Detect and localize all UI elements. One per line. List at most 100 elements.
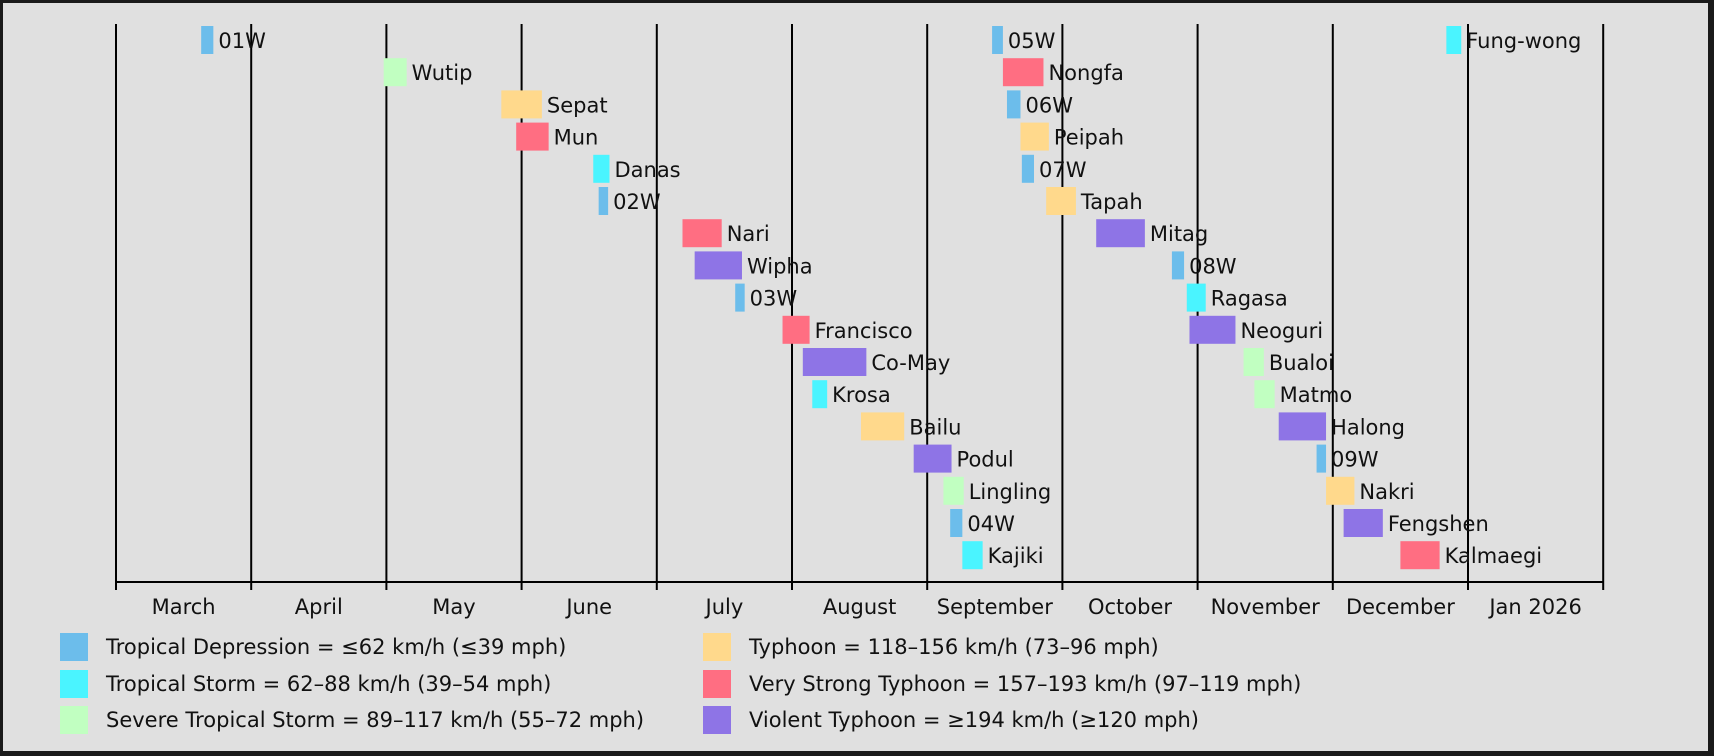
- legend-item-sts: Severe Tropical Storm = 89–117 km/h (55–…: [60, 706, 644, 734]
- storm-label: Mun: [554, 126, 599, 150]
- legend-item-vity: Violent Typhoon = ≥194 km/h (≥120 mph): [703, 706, 1199, 734]
- storm-bar: [1020, 122, 1049, 151]
- storm-bar: [598, 187, 609, 215]
- storm-label: Ragasa: [1211, 287, 1288, 311]
- storm-bar: [782, 315, 810, 344]
- storm-bar: [1021, 154, 1035, 183]
- storm-bar: [992, 26, 1003, 54]
- storm-label: Tapah: [1080, 190, 1143, 214]
- month-label: July: [704, 595, 744, 619]
- storm-bar: [1254, 380, 1275, 409]
- month-label: October: [1088, 595, 1172, 619]
- storm-bar: [682, 219, 722, 248]
- storm-label: Matmo: [1280, 383, 1353, 407]
- storm-bar: [1343, 509, 1383, 537]
- storm-label: Peipah: [1054, 126, 1124, 150]
- storm-label: Krosa: [832, 383, 891, 407]
- legend-label-ts: Tropical Storm = 62–88 km/h (39–54 mph): [106, 672, 552, 696]
- legend-label-ty: Typhoon = 118–156 km/h (73–96 mph): [749, 635, 1159, 659]
- legend-item-ts: Tropical Storm = 62–88 km/h (39–54 mph): [60, 670, 551, 698]
- legend-swatch-vity: [703, 706, 731, 734]
- legend-swatch-td: [60, 633, 88, 661]
- storm-bar: [1186, 283, 1206, 312]
- storm-labels: 01W Wutip Sepat Mun Danas 02W Nari Wipha 03W Fran…: [218, 29, 1581, 568]
- storm-bar: [1400, 541, 1440, 570]
- legend-swatch-ty: [703, 633, 731, 661]
- storm-bar: [812, 380, 828, 409]
- storm-label: 09W: [1331, 448, 1379, 472]
- month-gridlines: [115, 24, 1605, 590]
- storm-bar: [1189, 315, 1236, 344]
- storm-label: Co-May: [871, 351, 950, 375]
- storm-label: Bualoi: [1269, 351, 1334, 375]
- storm-label: 06W: [1025, 93, 1073, 117]
- storm-label: 02W: [613, 190, 661, 214]
- legend-item-td: Tropical Depression = ≤62 km/h (≤39 mph): [60, 633, 566, 661]
- month-label: June: [564, 595, 612, 619]
- legend-item-vsty: Very Strong Typhoon = 157–193 km/h (97–1…: [703, 670, 1301, 698]
- month-label: March: [152, 595, 216, 619]
- storm-label: Sepat: [547, 93, 608, 117]
- storm-bar: [201, 26, 214, 54]
- legend-swatch-sts: [60, 706, 88, 734]
- storm-bar: [950, 509, 963, 537]
- storm-label: Danas: [614, 158, 680, 182]
- storm-label: Francisco: [815, 319, 913, 343]
- storm-bar: [962, 541, 983, 570]
- storm-bar: [1326, 476, 1355, 505]
- storm-label: Kajiki: [988, 544, 1044, 568]
- storm-label: 07W: [1039, 158, 1087, 182]
- storm-label: 04W: [967, 512, 1015, 536]
- storm-label: 05W: [1008, 29, 1056, 53]
- storm-bar: [1446, 26, 1462, 54]
- month-label: November: [1211, 595, 1321, 619]
- storm-label: Fengshen: [1388, 512, 1489, 536]
- storm-label: Kalmaegi: [1445, 544, 1543, 568]
- storm-label: Nongfa: [1048, 61, 1123, 85]
- legend-label-vsty: Very Strong Typhoon = 157–193 km/h (97–1…: [749, 672, 1302, 696]
- legend-label-td: Tropical Depression = ≤62 km/h (≤39 mph): [106, 635, 567, 659]
- storm-label: Mitag: [1150, 222, 1208, 246]
- storm-bar: [593, 154, 610, 183]
- storm-label: Nari: [727, 222, 770, 246]
- storm-label: Nakri: [1359, 480, 1414, 504]
- storm-bar: [943, 476, 964, 505]
- storm-bar: [383, 58, 407, 87]
- storm-bar: [1278, 412, 1327, 441]
- legend-swatch-ts: [60, 670, 88, 698]
- storm-label: 03W: [750, 287, 798, 311]
- storm-label: Neoguri: [1240, 319, 1323, 343]
- storm-label: Wipha: [747, 254, 813, 278]
- storm-bar: [1002, 58, 1044, 87]
- storm-bar: [1171, 251, 1185, 280]
- month-label: August: [823, 595, 897, 619]
- legend-label-vity: Violent Typhoon = ≥194 km/h (≥120 mph): [749, 708, 1200, 732]
- month-label: September: [937, 595, 1053, 619]
- month-labels: March April May June July August September Octo…: [152, 595, 1582, 619]
- storm-bar: [1243, 348, 1264, 376]
- storm-bar: [913, 444, 952, 473]
- storm-bar: [1316, 444, 1327, 473]
- legend-label-sts: Severe Tropical Storm = 89–117 km/h (55–…: [106, 708, 645, 732]
- storm-bar: [860, 412, 905, 441]
- storm-bar: [516, 122, 549, 151]
- storm-bar: [501, 90, 542, 119]
- storm-bar: [735, 283, 745, 312]
- month-label: April: [295, 595, 343, 619]
- storm-bar: [1046, 187, 1076, 215]
- legend-swatch-vsty: [703, 670, 731, 698]
- storm-bar: [802, 348, 867, 376]
- storm-bar: [694, 251, 742, 280]
- month-label: Jan 2026: [1487, 595, 1582, 619]
- timeline-chart: 01W Wutip Sepat Mun Danas 02W Nari Wipha 03W Fran…: [115, 24, 1605, 619]
- storm-label: 01W: [218, 29, 266, 53]
- storm-label: Bailu: [909, 415, 961, 439]
- storm-label: Fung-wong: [1466, 29, 1581, 53]
- chart-panel: 01W Wutip Sepat Mun Danas 02W Nari Wipha 03W Fran…: [3, 3, 1708, 751]
- storm-label: Wutip: [412, 61, 473, 85]
- storm-bar: [1006, 90, 1021, 119]
- legend-item-ty: Typhoon = 118–156 km/h (73–96 mph): [703, 633, 1159, 661]
- storm-label: Podul: [957, 448, 1014, 472]
- storm-label: 08W: [1189, 254, 1237, 278]
